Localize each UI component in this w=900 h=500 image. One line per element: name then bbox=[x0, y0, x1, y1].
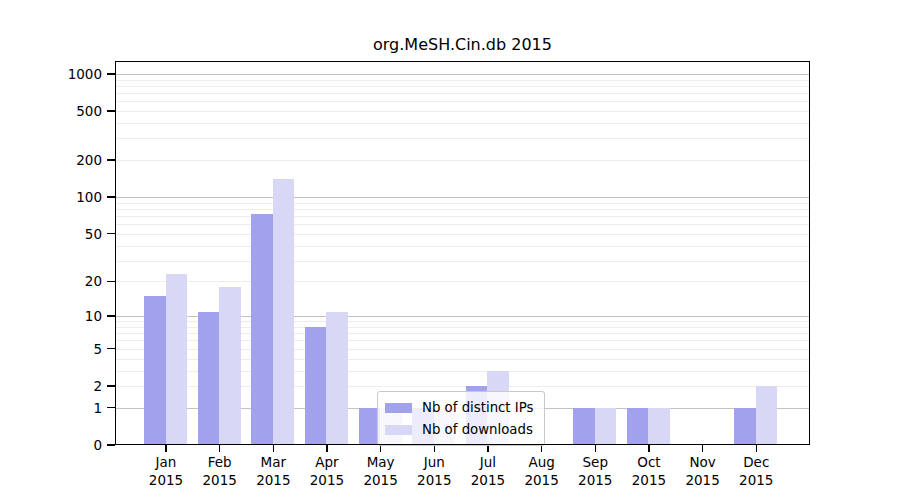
figure: org.MeSH.Cin.db 2015 Nb of distinct IPs … bbox=[0, 0, 900, 500]
x-tick-label: Jun 2015 bbox=[404, 453, 464, 489]
bar-dec-ips bbox=[734, 408, 756, 445]
y-tick-label: 0 bbox=[0, 436, 102, 454]
y-tick-label: 100 bbox=[0, 188, 102, 206]
x-tick-mark bbox=[487, 445, 488, 452]
gridline-minor bbox=[115, 160, 810, 161]
y-tick-label: 5 bbox=[0, 340, 102, 358]
x-tick-mark bbox=[648, 445, 649, 452]
gridline-minor bbox=[115, 224, 810, 225]
y-tick-mark bbox=[107, 407, 115, 408]
y-tick-mark bbox=[107, 385, 115, 386]
bar-dec-downloads bbox=[756, 386, 778, 445]
legend-item-downloads: Nb of downloads bbox=[385, 420, 533, 439]
y-tick-label: 20 bbox=[0, 272, 102, 290]
gridline-minor bbox=[115, 123, 810, 124]
y-tick-label: 2 bbox=[0, 377, 102, 395]
y-tick-label: 500 bbox=[0, 102, 102, 120]
bar-oct-downloads bbox=[648, 408, 670, 445]
bar-sep-ips bbox=[573, 408, 595, 445]
y-tick-label: 1 bbox=[0, 399, 102, 417]
x-tick-mark bbox=[434, 445, 435, 452]
bar-sep-downloads bbox=[595, 408, 617, 445]
gridline-minor bbox=[115, 203, 810, 204]
bar-oct-ips bbox=[627, 408, 649, 445]
y-tick-mark bbox=[107, 196, 115, 197]
y-tick-label: 10 bbox=[0, 307, 102, 325]
bar-feb-downloads bbox=[219, 287, 241, 445]
gridline-minor bbox=[115, 216, 810, 217]
legend-label-ips: Nb of distinct IPs bbox=[422, 400, 533, 415]
plot-area: Nb of distinct IPs Nb of downloads bbox=[115, 61, 810, 445]
x-tick-label: Jan 2015 bbox=[136, 453, 196, 489]
x-tick-mark bbox=[219, 445, 220, 452]
bar-jan-downloads bbox=[166, 274, 188, 445]
x-tick-label: Aug 2015 bbox=[512, 453, 572, 489]
y-tick-mark bbox=[107, 281, 115, 282]
gridline-minor bbox=[115, 93, 810, 94]
gridline-minor bbox=[115, 138, 810, 139]
y-tick-label: 50 bbox=[0, 225, 102, 243]
gridline-minor bbox=[115, 246, 810, 247]
x-tick-mark bbox=[702, 445, 703, 452]
x-tick-label: Nov 2015 bbox=[673, 453, 733, 489]
gridline-major bbox=[115, 197, 810, 198]
y-tick-label: 200 bbox=[0, 151, 102, 169]
chart-title: org.MeSH.Cin.db 2015 bbox=[115, 35, 810, 55]
x-tick-mark bbox=[165, 445, 166, 452]
y-tick-mark bbox=[107, 159, 115, 160]
y-tick-mark bbox=[107, 348, 115, 349]
x-tick-label: May 2015 bbox=[351, 453, 411, 489]
bar-mar-ips bbox=[251, 214, 273, 445]
x-tick-label: Jul 2015 bbox=[458, 453, 518, 489]
x-tick-label: Mar 2015 bbox=[243, 453, 303, 489]
y-tick-mark bbox=[107, 73, 115, 74]
gridline-minor bbox=[115, 209, 810, 210]
gridline-minor bbox=[115, 281, 810, 282]
y-tick-mark bbox=[107, 444, 115, 445]
y-tick-mark bbox=[107, 110, 115, 111]
gridline-minor bbox=[115, 261, 810, 262]
legend-label-downloads: Nb of downloads bbox=[422, 422, 533, 437]
x-tick-mark bbox=[380, 445, 381, 452]
gridline-minor bbox=[115, 111, 810, 112]
legend-swatch-ips bbox=[385, 403, 412, 413]
bar-feb-ips bbox=[198, 312, 220, 445]
y-tick-mark bbox=[107, 315, 115, 316]
x-tick-label: Sep 2015 bbox=[565, 453, 625, 489]
legend-swatch-downloads bbox=[385, 425, 412, 435]
y-tick-label: 1000 bbox=[0, 65, 102, 83]
x-tick-mark bbox=[595, 445, 596, 452]
x-tick-mark bbox=[326, 445, 327, 452]
x-tick-label: Oct 2015 bbox=[619, 453, 679, 489]
y-tick-mark bbox=[107, 233, 115, 234]
gridline-minor bbox=[115, 80, 810, 81]
x-tick-label: Dec 2015 bbox=[726, 453, 786, 489]
x-tick-mark bbox=[273, 445, 274, 452]
gridline-minor bbox=[115, 234, 810, 235]
bar-apr-downloads bbox=[326, 312, 348, 445]
x-tick-label: Feb 2015 bbox=[190, 453, 250, 489]
legend: Nb of distinct IPs Nb of downloads bbox=[377, 391, 545, 446]
gridline-major bbox=[115, 74, 810, 75]
x-tick-label: Apr 2015 bbox=[297, 453, 357, 489]
gridline-minor bbox=[115, 101, 810, 102]
gridline-minor bbox=[115, 86, 810, 87]
bar-apr-ips bbox=[305, 327, 327, 445]
x-tick-mark bbox=[756, 445, 757, 452]
x-tick-mark bbox=[541, 445, 542, 452]
legend-item-ips: Nb of distinct IPs bbox=[385, 398, 533, 417]
bar-mar-downloads bbox=[273, 179, 295, 445]
bar-jan-ips bbox=[144, 296, 166, 445]
